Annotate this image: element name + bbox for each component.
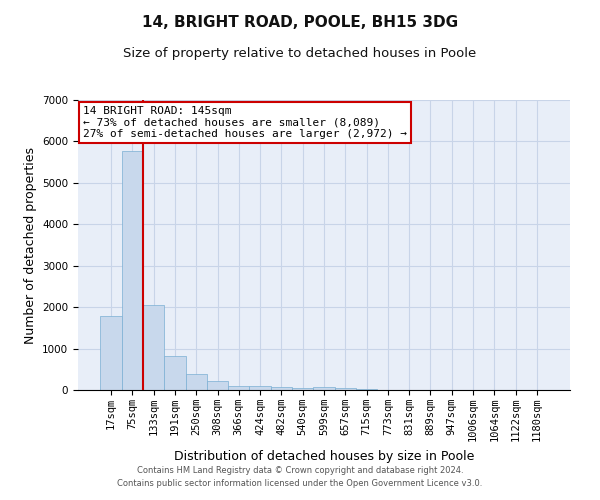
Y-axis label: Number of detached properties: Number of detached properties <box>23 146 37 344</box>
Bar <box>356 388 377 390</box>
Bar <box>207 381 228 390</box>
Bar <box>250 386 271 390</box>
Bar <box>143 304 164 390</box>
Text: Contains HM Land Registry data © Crown copyright and database right 2024.
Contai: Contains HM Land Registry data © Crown c… <box>118 466 482 487</box>
Bar <box>122 150 143 390</box>
Text: Size of property relative to detached houses in Poole: Size of property relative to detached ho… <box>124 48 476 60</box>
Text: 14 BRIGHT ROAD: 145sqm
← 73% of detached houses are smaller (8,089)
27% of semi-: 14 BRIGHT ROAD: 145sqm ← 73% of detached… <box>83 106 407 139</box>
Bar <box>185 374 207 390</box>
Text: 14, BRIGHT ROAD, POOLE, BH15 3DG: 14, BRIGHT ROAD, POOLE, BH15 3DG <box>142 15 458 30</box>
Bar <box>164 356 185 390</box>
Bar <box>313 386 335 390</box>
Bar <box>100 316 122 390</box>
Bar <box>271 387 292 390</box>
Bar <box>228 386 250 390</box>
Bar <box>335 388 356 390</box>
Bar <box>292 388 313 390</box>
X-axis label: Distribution of detached houses by size in Poole: Distribution of detached houses by size … <box>174 450 474 462</box>
